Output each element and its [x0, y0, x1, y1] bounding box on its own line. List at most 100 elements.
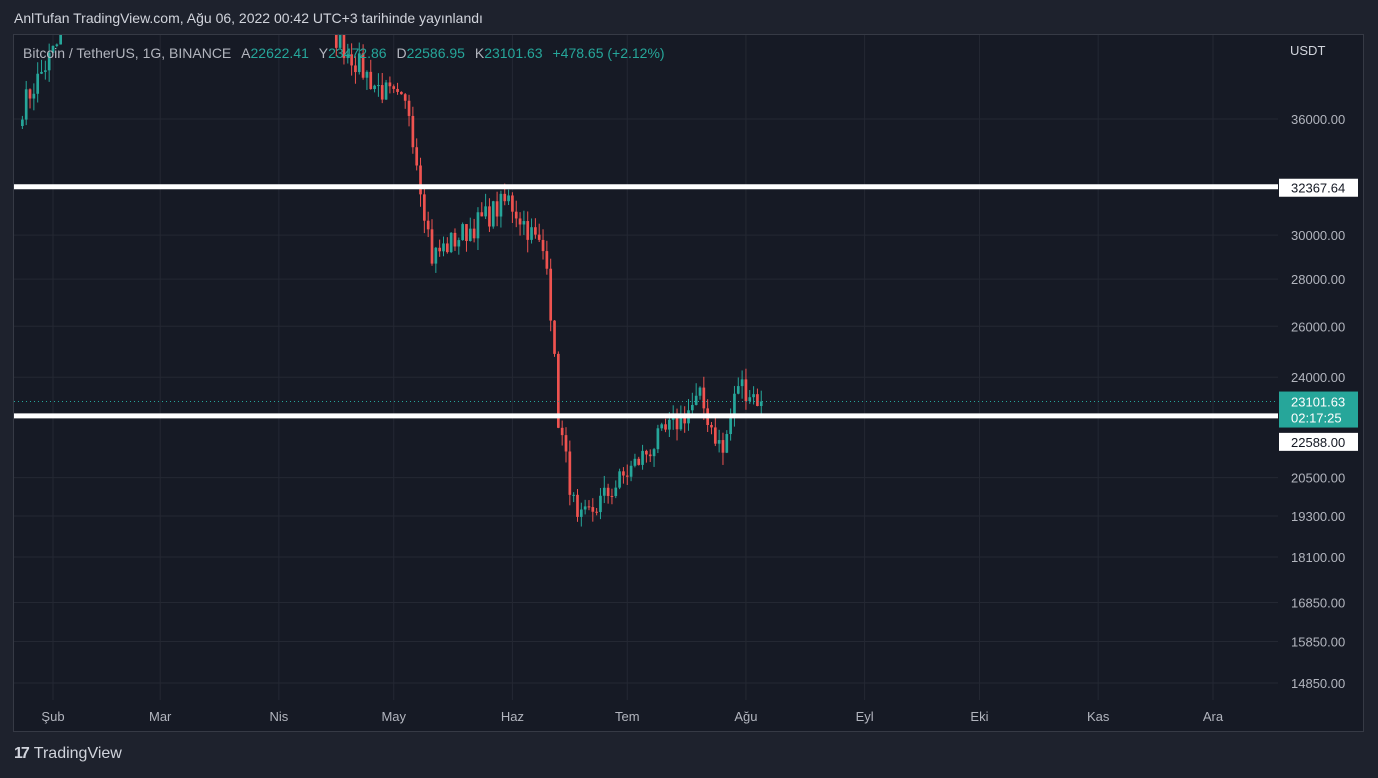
- x-tick-label: Ara: [1203, 709, 1224, 724]
- candle-body: [633, 458, 637, 466]
- y-tick-label: 19300.00: [1291, 509, 1345, 524]
- candle-body: [568, 451, 572, 495]
- candle-body: [522, 221, 526, 225]
- chart-frame[interactable]: [13, 34, 1364, 732]
- candle-body: [526, 221, 530, 240]
- candle-body: [606, 487, 610, 496]
- candle-body: [365, 71, 369, 78]
- candle-body: [587, 506, 591, 508]
- candle-body: [434, 247, 438, 264]
- grid-lines: [14, 35, 1278, 700]
- legend-change: +478.65 (+2.12%): [552, 45, 665, 61]
- x-tick-label: Kas: [1087, 709, 1110, 724]
- legend-low-value: 22586.95: [406, 45, 465, 61]
- candle-body: [350, 54, 353, 66]
- legend-low-label: D: [396, 45, 407, 61]
- x-tick-label: Ağu: [734, 709, 757, 724]
- candle-body: [553, 320, 556, 354]
- candle-body: [488, 206, 491, 227]
- candles: [21, 35, 763, 527]
- candle-body: [675, 414, 679, 430]
- candle-body: [622, 471, 625, 476]
- candle-body: [511, 195, 514, 212]
- candle-body: [614, 487, 618, 497]
- candle-body: [698, 387, 702, 396]
- countdown-label: 02:17:25: [1291, 411, 1342, 426]
- candle-body: [664, 424, 667, 430]
- price-tag-label: 32367.64: [1291, 181, 1345, 196]
- candle-body: [461, 224, 464, 241]
- candle-body: [564, 435, 568, 452]
- candle-body: [537, 234, 541, 240]
- candle-body: [721, 440, 725, 453]
- candle-body: [545, 251, 549, 269]
- y-tick-label: 15850.00: [1291, 634, 1345, 649]
- candle-body: [748, 397, 752, 402]
- y-tick-label: 18100.00: [1291, 550, 1345, 565]
- candle-body: [411, 115, 415, 148]
- y-tick-label: 20500.00: [1291, 471, 1345, 486]
- publisher-line: AnlTufan TradingView.com, Ağu 06, 2022 0…: [14, 10, 483, 26]
- candle-body: [645, 450, 648, 455]
- candle-body: [691, 404, 694, 411]
- candle-body: [610, 495, 614, 497]
- tradingview-logo[interactable]: 17 TradingView: [14, 745, 122, 763]
- candle-body: [534, 227, 537, 235]
- legend-close-value: 23101.63: [484, 45, 543, 61]
- tradingview-logo-icon: 17: [14, 745, 30, 762]
- price-axis: 36000.00 30000.00 28000.00 26000.00 24000.00…: [1291, 112, 1345, 691]
- axis-unit[interactable]: USDT: [1290, 43, 1326, 58]
- horizontal-lines: [14, 184, 1278, 419]
- candle-body: [40, 71, 43, 74]
- candle-body: [752, 394, 755, 398]
- candle-body: [579, 509, 583, 517]
- candle-body: [557, 353, 560, 428]
- candle-body: [679, 414, 683, 430]
- x-tick-label: Eki: [970, 709, 988, 724]
- legend-close-label: K: [474, 45, 485, 61]
- candle-body: [457, 240, 461, 247]
- candle-body: [541, 239, 545, 252]
- candle-body: [591, 507, 595, 512]
- candle-body: [740, 379, 744, 387]
- candle-body: [384, 82, 388, 100]
- candle-body: [629, 465, 633, 477]
- candle-body: [549, 268, 553, 321]
- candle-body: [361, 53, 365, 78]
- candle-body: [380, 85, 384, 100]
- candle-body: [518, 218, 522, 225]
- candle-body: [491, 201, 495, 227]
- candle-body: [388, 82, 392, 87]
- candle-body: [560, 427, 564, 436]
- candle-body: [507, 195, 510, 202]
- candle-body: [346, 54, 350, 59]
- candle-body: [442, 243, 445, 252]
- candle-body: [694, 395, 698, 405]
- candle-body: [430, 229, 434, 264]
- candle-body: [756, 394, 759, 407]
- y-tick-label: 30000.00: [1291, 228, 1345, 243]
- candle-body: [499, 193, 503, 217]
- y-tick-label: 28000.00: [1291, 272, 1345, 287]
- x-tick-label: Şub: [41, 709, 64, 724]
- candle-body: [369, 71, 373, 90]
- candle-body: [652, 449, 656, 457]
- candle-body: [55, 44, 59, 46]
- candle-body: [373, 85, 376, 90]
- candle-body: [744, 379, 748, 402]
- candle-body: [713, 427, 717, 444]
- legend-symbol[interactable]: Bitcoin / TetherUS, 1G, BINANCE: [23, 45, 232, 61]
- x-tick-label: Tem: [615, 709, 640, 724]
- tradingview-brand: TradingView: [33, 745, 122, 762]
- candle-body: [660, 424, 664, 429]
- x-tick-label: Haz: [501, 709, 524, 724]
- candle-body: [495, 201, 499, 217]
- candle-body: [503, 193, 507, 202]
- legend: Bitcoin / TetherUS, 1G, BINANCE A22622.4…: [23, 45, 665, 61]
- candle-body: [24, 89, 28, 120]
- candle-body: [21, 119, 24, 127]
- candle-body: [342, 35, 346, 59]
- price-tag-box: [1279, 432, 1358, 451]
